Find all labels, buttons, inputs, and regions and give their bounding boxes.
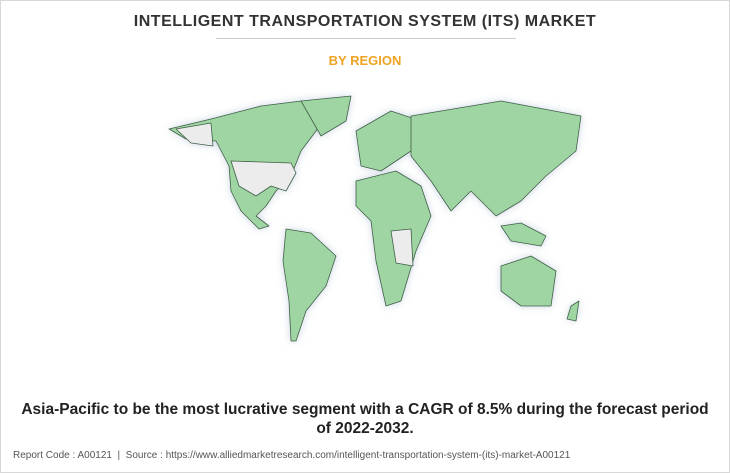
asia (410, 100, 582, 217)
new-zealand (566, 300, 580, 322)
southeast-asia (500, 222, 547, 247)
greenland (300, 95, 352, 137)
title: INTELLIGENT TRANSPORTATION SYSTEM (ITS) … (133, 13, 597, 30)
australia (500, 255, 557, 307)
usa (230, 160, 297, 197)
south-america (282, 228, 337, 342)
africa-highlight (390, 228, 414, 267)
alaska (175, 122, 214, 147)
footer: Report Code : A00121 | Source : https://… (13, 450, 571, 461)
subtitle: BY REGION (328, 53, 402, 68)
divider (216, 38, 516, 39)
caption: Asia-Pacific to be the most lucrative se… (21, 401, 713, 437)
world-map (168, 95, 582, 342)
